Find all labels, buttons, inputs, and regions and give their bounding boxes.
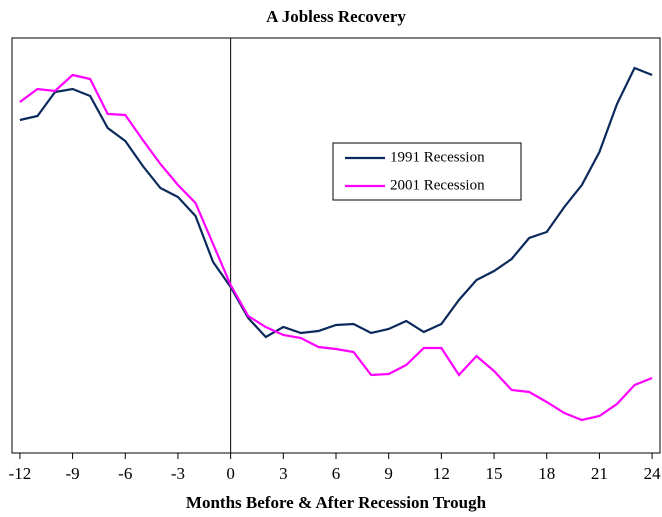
x-tick-label: 0 bbox=[226, 464, 235, 483]
x-tick-label: -6 bbox=[118, 464, 132, 483]
x-axis-label: Months Before & After Recession Trough bbox=[186, 493, 487, 512]
x-tick-label: -9 bbox=[65, 464, 79, 483]
chart-title: A Jobless Recovery bbox=[266, 7, 406, 26]
x-tick-label: 15 bbox=[486, 464, 503, 483]
x-tick-label: 24 bbox=[644, 464, 662, 483]
series-line bbox=[19, 66, 653, 339]
x-tick-label: 18 bbox=[538, 464, 555, 483]
x-tick-label: 6 bbox=[332, 464, 341, 483]
x-tick-label: -12 bbox=[9, 464, 32, 483]
x-tick-label: 3 bbox=[279, 464, 288, 483]
x-tick-label: 21 bbox=[591, 464, 608, 483]
legend-box bbox=[332, 142, 522, 201]
legend-label: 1991 Recession bbox=[390, 149, 485, 165]
x-tick-label: 9 bbox=[384, 464, 393, 483]
plot-frame bbox=[11, 37, 661, 454]
x-tick-label: 12 bbox=[433, 464, 450, 483]
series-line bbox=[19, 73, 653, 422]
x-tick-label: -3 bbox=[171, 464, 185, 483]
legend-label: 2001 Recession bbox=[390, 177, 485, 193]
